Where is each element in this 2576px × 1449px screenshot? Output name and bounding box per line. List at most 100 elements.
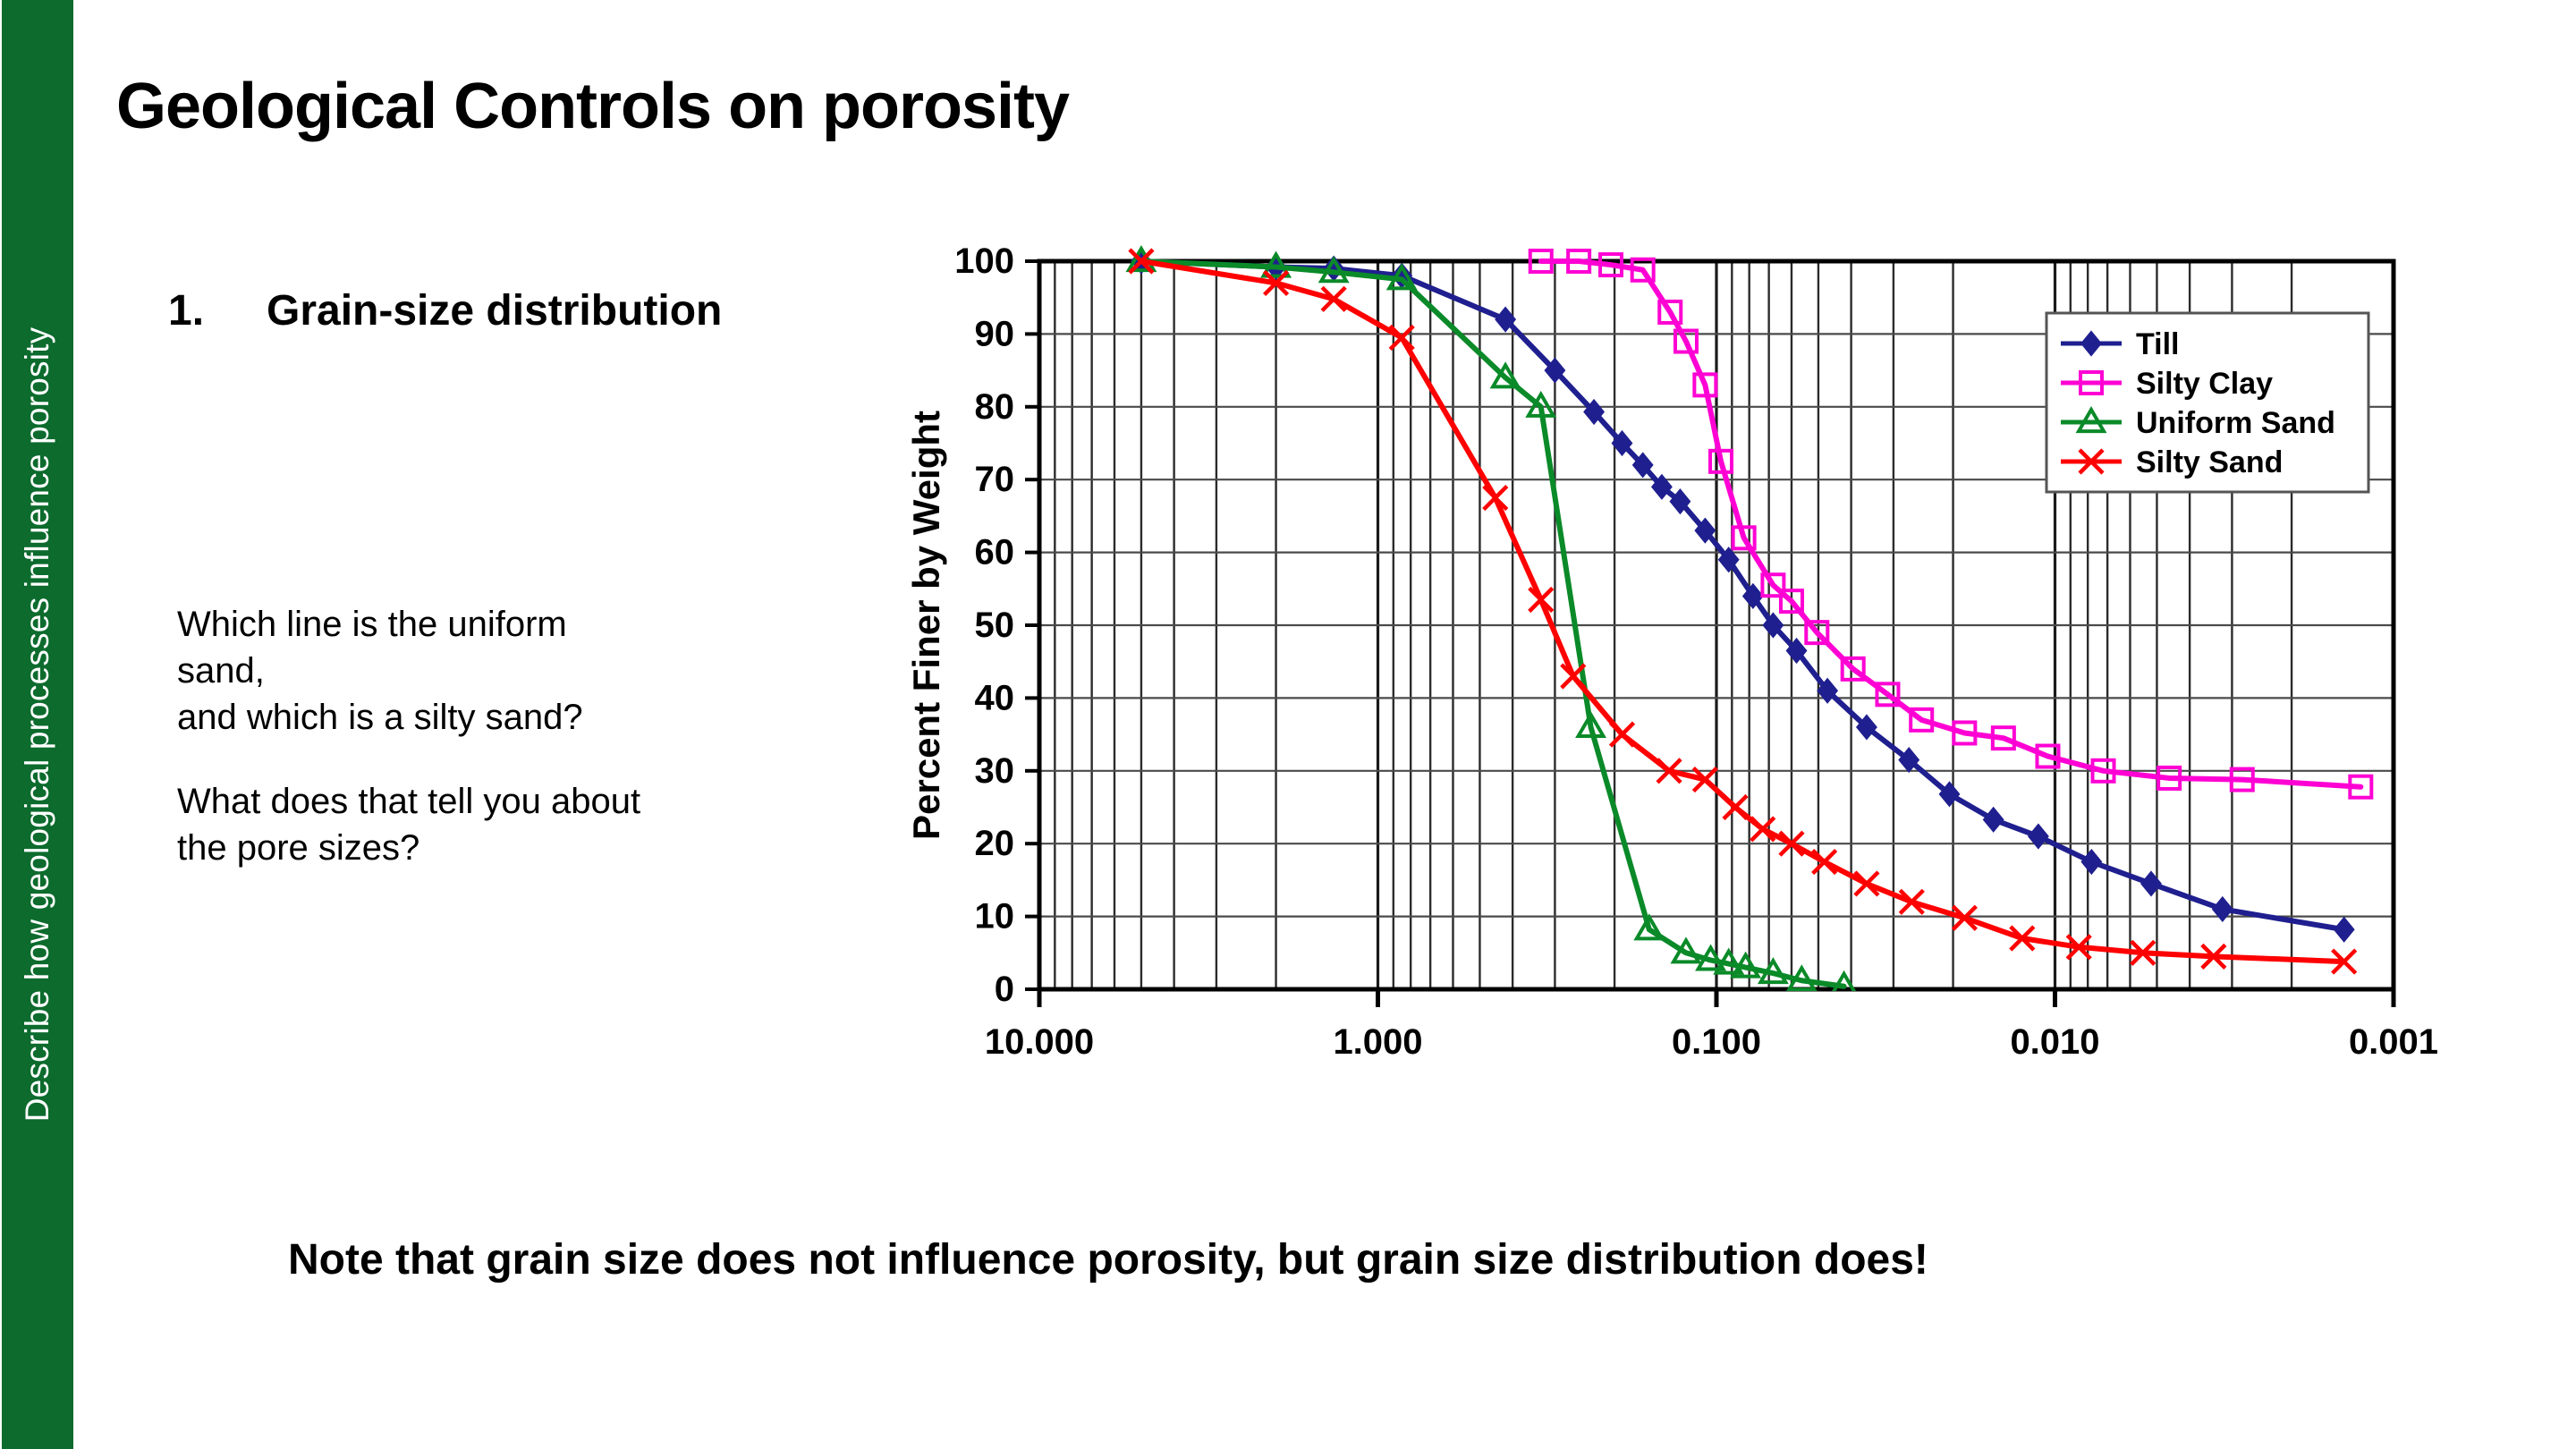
data-point-marker (1544, 357, 1566, 384)
marker-x-b (1128, 248, 1155, 275)
marker-diamond (1982, 806, 2004, 833)
marker-diamond (1938, 781, 1961, 808)
data-point-marker (2333, 916, 2355, 943)
data-point-marker (1938, 781, 1961, 808)
marker-square (1598, 252, 1624, 278)
data-point-marker (1952, 720, 1978, 746)
marker-x-b (1811, 848, 1838, 876)
data-point-marker (2079, 370, 2104, 395)
series-line (1138, 258, 2347, 965)
marker-square (1566, 249, 1592, 274)
marker-square (2348, 774, 2374, 800)
data-point-marker (1840, 656, 1866, 682)
marker-square (1804, 620, 1830, 646)
marker-square (1875, 682, 1901, 708)
marker-triangle (1575, 710, 1607, 739)
data-point-marker (1951, 904, 1978, 931)
data-point-marker (1817, 677, 1839, 704)
marker-square (1909, 707, 1935, 733)
x-tick-label: 10.000 (985, 1022, 1094, 1062)
data-point-marker (1982, 806, 2004, 833)
data-point-marker (2229, 767, 2255, 792)
data-point-marker (1528, 586, 1555, 614)
marker-diamond (2211, 895, 2233, 923)
marker-x-b (1608, 721, 1636, 748)
marker-diamond (2333, 916, 2355, 943)
series-line (1538, 258, 2364, 790)
marker-diamond (1762, 612, 1784, 639)
data-point-marker (1262, 269, 1290, 297)
y-tick-label: 80 (975, 387, 1015, 427)
data-point-marker (1670, 936, 1702, 964)
marker-triangle (1125, 245, 1157, 273)
y-tick-label: 10 (975, 897, 1015, 936)
data-point-marker (1778, 830, 1805, 857)
data-point-marker (1318, 256, 1350, 284)
data-point-marker (1875, 682, 1901, 708)
data-point-marker (1560, 663, 1587, 690)
marker-square (1840, 656, 1866, 682)
data-point-marker (2140, 870, 2162, 897)
marker-square (1760, 572, 1786, 598)
data-point-marker (1320, 285, 1347, 312)
bottom-note: Note that grain size does not influence … (288, 1236, 1928, 1284)
data-point-marker (1741, 582, 1764, 610)
marker-diamond (1611, 429, 1633, 457)
data-point-marker (1657, 299, 1683, 325)
marker-x-b (1853, 870, 1880, 897)
data-point-marker (1630, 257, 1656, 283)
marker-x-b (1656, 758, 1682, 784)
series-uniform-sand (1125, 245, 1857, 991)
data-point-marker (2090, 758, 2116, 784)
marker-square (2157, 765, 2182, 791)
page-title: Geological Controls on porosity (116, 71, 1070, 142)
data-point-marker (2065, 934, 2092, 961)
marker-diamond (2027, 823, 2049, 850)
marker-x-b (1560, 663, 1587, 690)
marker-diamond (1495, 306, 1517, 333)
marker-triangle (1757, 957, 1789, 985)
marker-square (1692, 372, 1718, 398)
series-group (1125, 245, 2374, 991)
question-line-5: the pore sizes? (177, 828, 420, 868)
data-point-marker (1388, 324, 1415, 352)
data-point-marker (1811, 848, 1838, 876)
x-tick-label: 0.001 (2349, 1022, 2438, 1062)
question-line-4: What does that tell you about (177, 782, 641, 821)
marker-triangle (1525, 390, 1557, 418)
series-silty-sand (1128, 248, 2358, 975)
data-point-marker (1804, 620, 1830, 646)
data-point-marker (1650, 473, 1673, 500)
marker-diamond (1544, 357, 1566, 384)
data-point-marker (1717, 547, 1740, 573)
data-point-marker (2035, 743, 2061, 769)
y-tick-label: 30 (975, 751, 1015, 791)
marker-x-b (2009, 925, 2036, 952)
data-point-marker (1633, 913, 1665, 941)
data-point-marker (1853, 870, 1880, 897)
data-point-marker (1990, 725, 2016, 751)
data-point-marker (1608, 721, 1636, 748)
data-point-marker (1750, 816, 1776, 843)
marker-x-b (1722, 793, 1749, 821)
marker-x-b (1951, 904, 1978, 931)
marker-triangle (1832, 970, 1857, 991)
series-line (1138, 258, 1847, 989)
data-point-marker (1708, 448, 1734, 474)
question-spacer (177, 741, 857, 778)
data-point-marker (2331, 948, 2358, 975)
marker-x-b (2065, 934, 2092, 961)
data-point-marker (2009, 925, 2036, 952)
data-point-marker (1611, 429, 1633, 457)
marker-square (2090, 758, 2116, 784)
marker-x-b (1691, 766, 1718, 793)
data-point-marker (1730, 951, 1762, 979)
data-point-marker (1786, 964, 1818, 991)
marker-diamond (1898, 747, 1920, 774)
y-axis-label: Percent Finer by Weight (905, 411, 947, 840)
marker-diamond (1631, 452, 1654, 479)
y-tick-label: 60 (975, 533, 1015, 572)
marker-triangle (1786, 964, 1818, 991)
x-axis: 10.000 1.000 0.100 0.010 0.001 (985, 989, 2438, 1062)
legend-label: Till (2136, 327, 2180, 361)
